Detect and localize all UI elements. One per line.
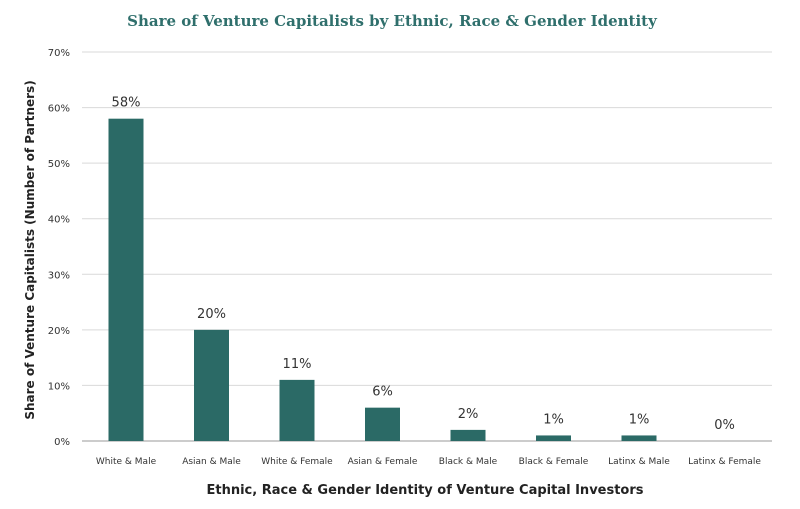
bars: [108, 118, 657, 441]
bar: [365, 407, 400, 441]
x-axis-categories: White & Male Asian & Male White & Female As…: [96, 457, 762, 467]
bar-value-label: 1%: [543, 412, 564, 427]
y-tick-label: 50%: [48, 159, 70, 170]
bar: [450, 429, 486, 441]
data-labels: 58% 20% 11% 6% 2% 1% 1% 0%: [112, 96, 735, 433]
chart-title: Share of Venture Capitalists by Ethnic, …: [127, 12, 658, 30]
x-category-label: Asian & Female: [348, 457, 418, 467]
bar: [621, 435, 657, 441]
bar-value-label: 6%: [372, 385, 393, 400]
y-axis-title: Share of Venture Capitalists (Number of …: [23, 80, 37, 419]
x-category-label: White & Female: [261, 457, 333, 467]
bar-value-label: 20%: [197, 307, 226, 322]
y-tick-label: 20%: [48, 326, 70, 337]
y-tick-label: 10%: [48, 381, 70, 392]
bar: [108, 118, 144, 441]
x-category-label: Black & Female: [519, 457, 589, 467]
x-category-label: Latinx & Female: [688, 457, 761, 467]
bar-value-label: 2%: [458, 407, 479, 422]
bar-value-label: 11%: [283, 357, 312, 372]
y-axis-ticks: 0% 10% 20% 30% 40% 50% 60% 70%: [48, 48, 70, 448]
bar: [536, 435, 571, 441]
bar-value-label: 58%: [112, 96, 141, 111]
y-tick-label: 30%: [48, 270, 70, 281]
x-category-label: Black & Male: [439, 457, 498, 467]
y-tick-label: 0%: [54, 437, 70, 448]
x-category-label: Asian & Male: [182, 457, 241, 467]
x-axis-title: Ethnic, Race & Gender Identity of Ventur…: [206, 483, 643, 498]
x-category-label: White & Male: [96, 457, 157, 467]
x-category-label: Latinx & Male: [608, 457, 670, 467]
y-tick-label: 70%: [48, 48, 70, 59]
gridlines: [82, 51, 772, 442]
bar: [194, 329, 229, 441]
y-tick-label: 40%: [48, 215, 70, 226]
bar-value-label: 1%: [629, 412, 650, 427]
bar: [279, 379, 315, 441]
y-tick-label: 60%: [48, 104, 70, 115]
bar-value-label: 0%: [714, 418, 735, 433]
